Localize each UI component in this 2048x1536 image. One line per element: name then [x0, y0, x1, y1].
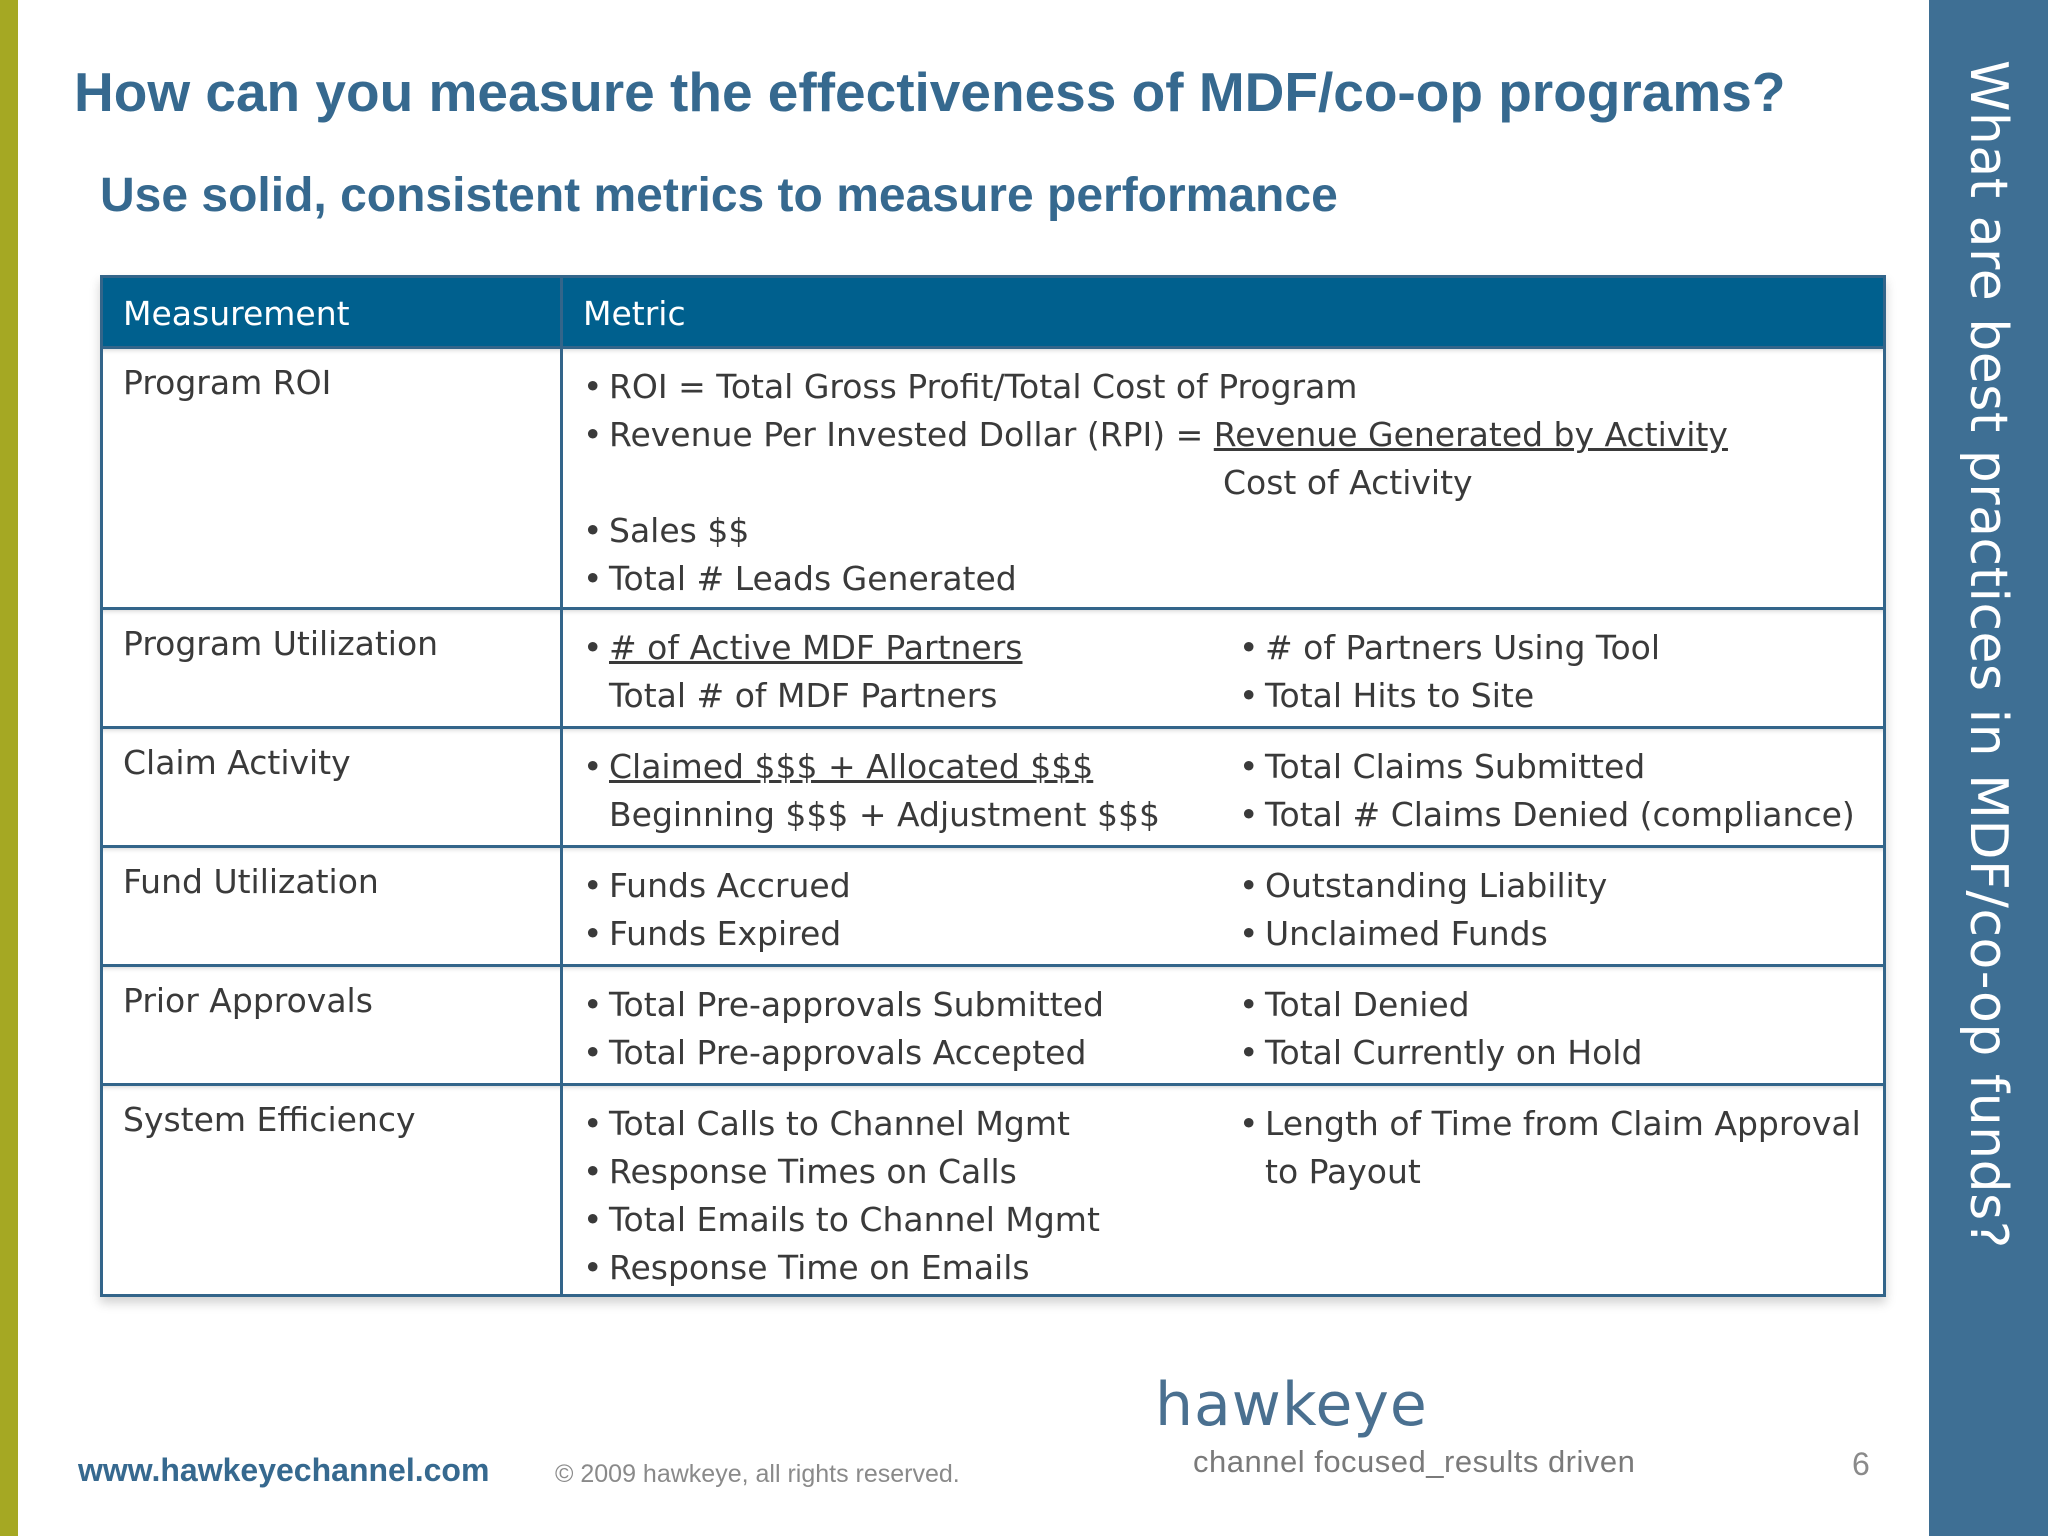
metric-item: Funds Expired	[583, 910, 1239, 958]
metric-cell: Total Pre-approvals Submitted Total Pre-…	[563, 967, 1883, 1083]
metric-item-rpi: Revenue Per Invested Dollar (RPI) = Reve…	[583, 411, 1883, 459]
metric-item: Claimed $$$ + Allocated $$$	[583, 743, 1239, 791]
metric-item: Total Pre-approvals Submitted	[583, 981, 1239, 1029]
table-row: Program Utilization # of Active MDF Part…	[103, 610, 1883, 729]
slide-subtitle: Use solid, consistent metrics to measure…	[100, 169, 1338, 222]
table-row: Prior Approvals Total Pre-approvals Subm…	[103, 967, 1883, 1086]
metric-item: Total Currently on Hold	[1239, 1029, 1883, 1077]
metric-item: Total Pre-approvals Accepted	[583, 1029, 1239, 1077]
metric-item: # of Partners Using Tool	[1239, 624, 1883, 672]
ratio-denominator: Beginning $$$ + Adjustment $$$	[609, 795, 1160, 834]
footer-copyright: © 2009 hawkeye, all rights reserved.	[555, 1460, 960, 1488]
table-row: Fund Utilization Funds Accrued Funds Exp…	[103, 848, 1883, 967]
page-number: 6	[1852, 1446, 1870, 1482]
side-title: What are best practices in MDF/co-op fun…	[1958, 60, 2018, 1249]
left-accent-bar	[0, 0, 18, 1536]
metric-cell: Funds Accrued Funds Expired Outstanding …	[563, 848, 1883, 964]
metric-item: Total # Claims Denied (compliance)	[1239, 791, 1883, 839]
header-metric: Metric	[583, 294, 686, 333]
measurement-cell: Prior Approvals	[103, 967, 563, 1083]
ratio-numerator: Claimed $$$ + Allocated $$$	[609, 747, 1094, 786]
metric-cell: # of Active MDF Partners Total # of MDF …	[563, 610, 1883, 726]
metric-item: Total Hits to Site	[1239, 672, 1883, 720]
rpi-denominator: Cost of Activity	[1223, 463, 1473, 502]
metric-item: Response Time on Emails	[583, 1244, 1239, 1292]
footer-url-link[interactable]: www.hawkeyechannel.com	[78, 1452, 490, 1488]
measurement-cell: Program ROI	[103, 349, 563, 607]
ratio-numerator: # of Active MDF Partners	[609, 628, 1023, 667]
metric-item: Total Claims Submitted	[1239, 743, 1883, 791]
metric-item: Total Emails to Channel Mgmt	[583, 1196, 1239, 1244]
metric-item: ROI = Total Gross Profit/Total Cost of P…	[583, 363, 1883, 411]
table-row: System Efficiency Total Calls to Channel…	[103, 1086, 1883, 1294]
logo-tagline: channel focused_results driven	[1193, 1444, 1636, 1479]
metric-item-continuation: to Payout	[1265, 1152, 1421, 1191]
measurement-cell: Fund Utilization	[103, 848, 563, 964]
metric-item: Outstanding Liability	[1239, 862, 1883, 910]
metric-item: Response Times on Calls	[583, 1148, 1239, 1196]
rpi-numerator: Revenue Generated by Activity	[1213, 415, 1728, 454]
metric-cell: ROI = Total Gross Profit/Total Cost of P…	[563, 349, 1883, 607]
metric-item: Total Calls to Channel Mgmt	[583, 1100, 1239, 1148]
side-panel	[1929, 0, 2048, 1536]
metric-item: Length of Time from Claim Approval	[1239, 1100, 1883, 1148]
slide-title: How can you measure the effectiveness of…	[74, 61, 1786, 123]
ratio-denominator: Total # of MDF Partners	[609, 676, 998, 715]
metric-item: Unclaimed Funds	[1239, 910, 1883, 958]
measurement-cell: System Efficiency	[103, 1086, 563, 1294]
metric-item: # of Active MDF Partners	[583, 624, 1239, 672]
metric-item: Total # Leads Generated	[583, 555, 1883, 603]
metric-item: Total Denied	[1239, 981, 1883, 1029]
metric-cell: Total Calls to Channel Mgmt Response Tim…	[563, 1086, 1883, 1294]
measurement-cell: Claim Activity	[103, 729, 563, 845]
metric-cell: Claimed $$$ + Allocated $$$ Beginning $$…	[563, 729, 1883, 845]
header-measurement: Measurement	[103, 278, 563, 346]
metrics-table: Measurement Metric Program ROI ROI = Tot…	[100, 275, 1886, 1297]
measurement-cell: Program Utilization	[103, 610, 563, 726]
table-header: Measurement Metric	[103, 278, 1883, 349]
rpi-prefix: Revenue Per Invested Dollar (RPI) =	[609, 415, 1214, 454]
hawkeye-logo: hawkeye	[1155, 1370, 1428, 1440]
metric-item: Sales $$	[583, 507, 1883, 555]
table-row: Claim Activity Claimed $$$ + Allocated $…	[103, 729, 1883, 848]
table-row: Program ROI ROI = Total Gross Profit/Tot…	[103, 349, 1883, 610]
metric-item: Funds Accrued	[583, 862, 1239, 910]
